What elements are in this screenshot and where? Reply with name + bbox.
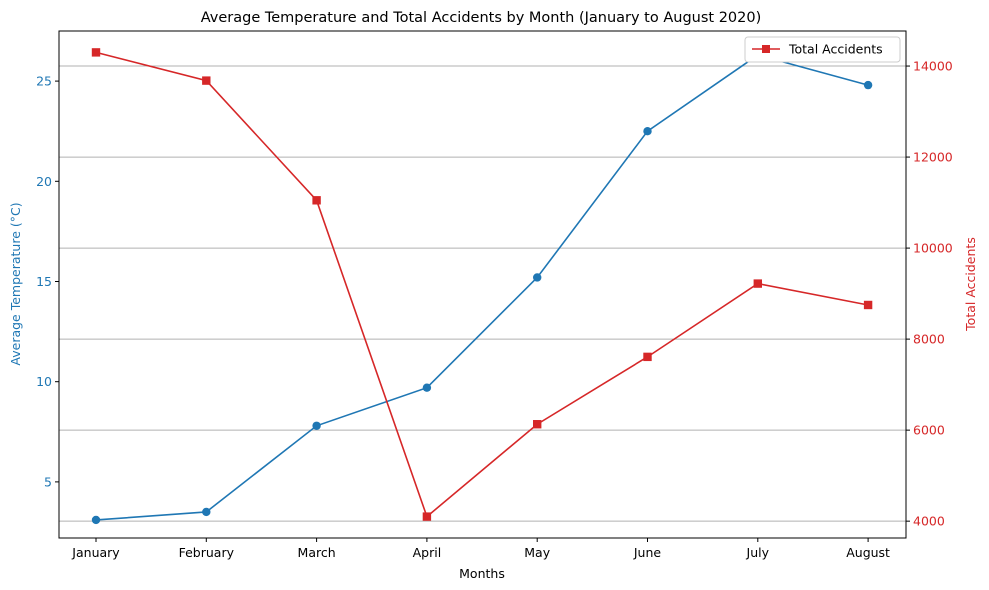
- point-accidents-january: [91, 48, 101, 57]
- right-tick-label-4000: 4000: [913, 514, 945, 529]
- left-tick-label-20: 20: [36, 174, 52, 189]
- right-tick-label-14000: 14000: [913, 59, 953, 74]
- right-tick-label-10000: 10000: [913, 241, 953, 256]
- x-tick-label-february: February: [179, 545, 235, 560]
- grid-lines: [59, 65, 906, 522]
- chart-title: Average Temperature and Total Accidents …: [201, 10, 762, 26]
- left-axis-label: Average Temperature (°C): [8, 202, 23, 365]
- x-axis-label: Months: [459, 566, 505, 581]
- point-accidents-february: [202, 76, 211, 85]
- legend: Total Accidents: [744, 36, 901, 63]
- left-tick-label-25: 25: [36, 74, 52, 89]
- left-tick-label-15: 15: [36, 274, 52, 289]
- right-tick-label-8000: 8000: [913, 332, 945, 347]
- right-axis: 4000 6000 8000 10000 12000 14000: [906, 59, 953, 529]
- point-temperature-february: [202, 507, 211, 517]
- left-tick-label-5: 5: [44, 474, 52, 489]
- legend-box: [744, 36, 901, 63]
- right-axis-label: Total Accidents: [963, 237, 978, 332]
- point-temperature-may: [533, 273, 542, 282]
- point-temperature-august: [863, 80, 873, 90]
- x-tick-label-april: April: [413, 545, 442, 560]
- x-tick-label-june: June: [633, 545, 662, 560]
- x-tick-label-august: August: [846, 545, 890, 560]
- series-layer: [91, 48, 873, 525]
- legend-label-total-accidents: Total Accidents: [788, 42, 883, 57]
- x-tick-label-january: January: [71, 545, 120, 560]
- left-axis: 5 10 15 20 25: [36, 74, 59, 489]
- point-accidents-june: [643, 352, 652, 362]
- point-temperature-january: [91, 515, 101, 525]
- right-tick-label-6000: 6000: [913, 423, 945, 438]
- x-tick-label-may: May: [524, 545, 550, 560]
- point-temperature-june: [643, 126, 652, 136]
- legend-marker-square: [762, 45, 770, 53]
- point-accidents-march: [312, 196, 321, 205]
- x-tick-label-july: July: [746, 545, 770, 560]
- right-tick-label-12000: 12000: [913, 150, 953, 165]
- left-tick-label-10: 10: [36, 374, 52, 389]
- point-temperature-march: [312, 421, 321, 430]
- point-accidents-july: [753, 279, 762, 288]
- x-tick-label-march: March: [298, 545, 336, 560]
- series-line-accidents: [95, 51, 869, 518]
- point-accidents-may: [533, 420, 542, 429]
- point-accidents-april: [422, 512, 432, 521]
- x-axis: January February March April May June July Augu…: [71, 538, 890, 560]
- point-temperature-april: [422, 383, 432, 392]
- series-line-temperature: [95, 54, 869, 521]
- point-accidents-august: [863, 300, 873, 310]
- plot-frame: [58, 30, 907, 539]
